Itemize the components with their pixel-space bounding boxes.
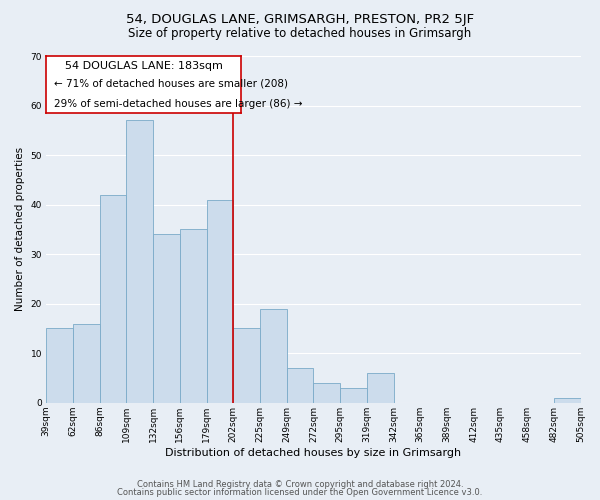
Bar	[313, 383, 340, 403]
Bar	[127, 120, 153, 403]
Bar	[233, 328, 260, 403]
Text: Contains HM Land Registry data © Crown copyright and database right 2024.: Contains HM Land Registry data © Crown c…	[137, 480, 463, 489]
Text: Size of property relative to detached houses in Grimsargh: Size of property relative to detached ho…	[128, 28, 472, 40]
X-axis label: Distribution of detached houses by size in Grimsargh: Distribution of detached houses by size …	[165, 448, 461, 458]
Bar	[260, 308, 287, 403]
Bar	[180, 230, 206, 403]
Text: 54, DOUGLAS LANE, GRIMSARGH, PRESTON, PR2 5JF: 54, DOUGLAS LANE, GRIMSARGH, PRESTON, PR…	[126, 12, 474, 26]
Text: Contains public sector information licensed under the Open Government Licence v3: Contains public sector information licen…	[118, 488, 482, 497]
Bar	[554, 398, 581, 403]
Bar	[340, 388, 367, 403]
Bar	[73, 324, 100, 403]
Bar	[46, 328, 73, 403]
Bar	[153, 234, 180, 403]
Bar	[206, 200, 233, 403]
Y-axis label: Number of detached properties: Number of detached properties	[15, 148, 25, 312]
Bar	[287, 368, 313, 403]
Bar	[367, 373, 394, 403]
Bar	[100, 194, 127, 403]
